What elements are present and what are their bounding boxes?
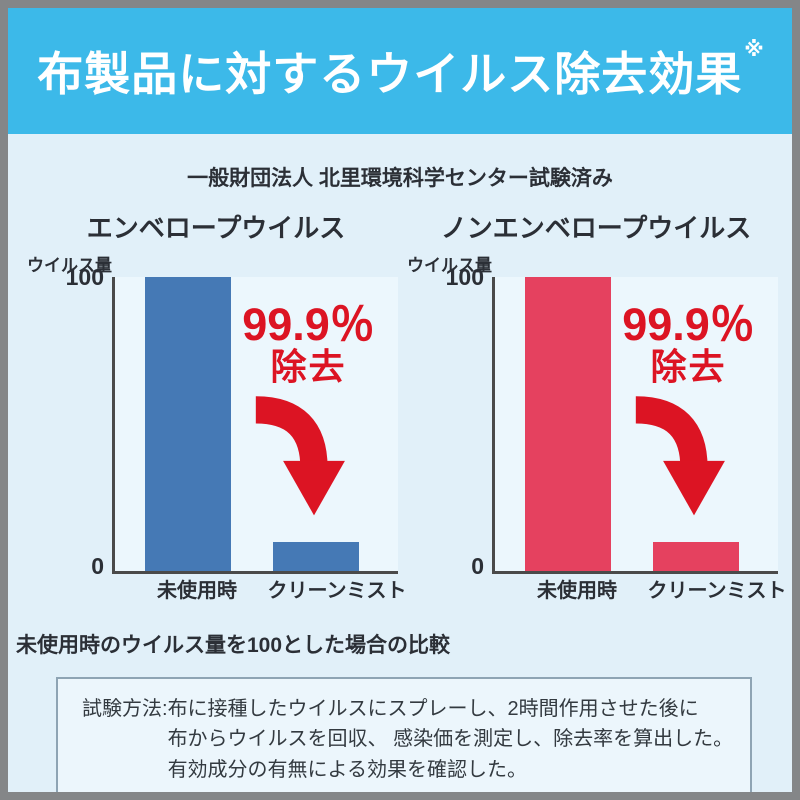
test-lab-subtitle: 一般財団法人 北里環境科学センター試験済み bbox=[187, 167, 613, 190]
reference-mark: ※ bbox=[744, 39, 765, 61]
test-method-text: 布に接種したウイルスにスプレーし、2時間作用させた後に 布からウイルスを回収、 … bbox=[168, 694, 734, 785]
y-tick-0: 0 bbox=[471, 553, 484, 579]
y-tick-100: 100 bbox=[65, 264, 104, 290]
bar-unused bbox=[145, 277, 231, 571]
removal-annotation: 99.9％ 除去 bbox=[601, 301, 776, 386]
test-method-line: 布からウイルスを回収、 感染価を測定し、除去率を算出した。 bbox=[167, 728, 734, 751]
page-title: 布製品に対するウイルス除去効果 ※ bbox=[37, 38, 765, 104]
y-axis-label: ウイルス量 bbox=[27, 256, 112, 275]
bar-clean-mist bbox=[653, 541, 739, 571]
bar-clean-mist bbox=[273, 541, 359, 571]
curved-down-arrow-icon bbox=[634, 391, 734, 527]
y-tick-0: 0 bbox=[91, 553, 104, 579]
test-method-line: 布に接種したウイルスにスプレーし、2時間作用させた後に bbox=[167, 698, 699, 720]
chart-non-envelope-virus: ノンエンベロープウイルス ウイルス量 100 0 未使用時 クリーンミスト 99… bbox=[406, 192, 787, 607]
y-axis-label: ウイルス量 bbox=[407, 256, 492, 275]
removal-word: 除去 bbox=[270, 346, 347, 388]
chart-title: ノンエンベロープウイルス bbox=[440, 213, 752, 243]
x-label-clean-mist: クリーンミスト bbox=[647, 580, 787, 602]
infographic-panel: 布製品に対するウイルス除去効果 ※ 一般財団法人 北里環境科学センター試験済み エ… bbox=[8, 8, 792, 792]
removal-percent: 99.9％ bbox=[242, 299, 375, 350]
test-method-label: 試験方法: bbox=[82, 698, 168, 720]
removal-annotation: 99.9％ 除去 bbox=[221, 301, 396, 386]
plot-area bbox=[492, 277, 778, 574]
y-tick-100: 100 bbox=[445, 264, 484, 290]
chart-title: エンベロープウイルス bbox=[86, 213, 346, 243]
header-banner: 布製品に対するウイルス除去効果 ※ bbox=[8, 8, 792, 134]
curved-down-arrow-icon bbox=[254, 391, 354, 527]
comparison-note: 未使用時のウイルス量を100とした場合の比較 bbox=[16, 634, 451, 657]
chart-plot-area-wrapper: ウイルス量 100 0 未使用時 クリーンミスト 99.9％ 除去 bbox=[406, 249, 787, 607]
chart-plot-area-wrapper: ウイルス量 100 0 未使用時 クリーンミスト 99.9％ 除去 bbox=[26, 249, 407, 607]
x-label-clean-mist: クリーンミスト bbox=[267, 580, 407, 602]
bar-unused bbox=[525, 277, 611, 571]
x-label-unused: 未使用時 bbox=[157, 580, 237, 602]
test-method-line: 有効成分の有無による効果を確認した。 bbox=[167, 758, 527, 781]
removal-word: 除去 bbox=[650, 346, 727, 388]
chart-envelope-virus: エンベロープウイルス ウイルス量 100 0 未使用時 クリーンミスト 99.9… bbox=[26, 192, 407, 607]
charts-row: エンベロープウイルス ウイルス量 100 0 未使用時 クリーンミスト 99.9… bbox=[8, 192, 792, 607]
x-label-unused: 未使用時 bbox=[537, 580, 617, 602]
plot-area bbox=[112, 277, 398, 574]
removal-percent: 99.9％ bbox=[622, 299, 755, 350]
page-title-text: 布製品に対するウイルス除去効果 bbox=[37, 48, 743, 100]
test-method-box: 試験方法: 布に接種したウイルスにスプレーし、2時間作用させた後に 布からウイル… bbox=[56, 677, 752, 792]
